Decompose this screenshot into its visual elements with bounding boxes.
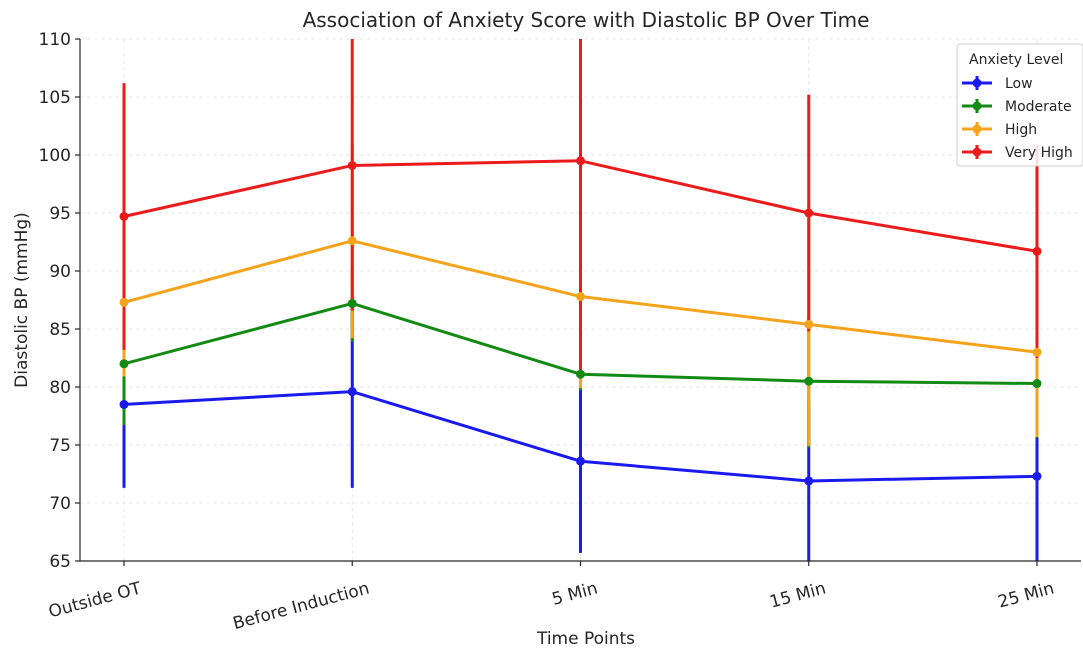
legend-marker-moderate [972, 101, 982, 111]
data-point-low [119, 399, 129, 409]
legend-label-very-high: Very High [1005, 145, 1073, 161]
y-tick-label: 80 [49, 378, 71, 398]
x-tick-label: 25 Min [996, 579, 1056, 613]
data-point-high [1032, 347, 1042, 357]
y-tick-label: 70 [49, 494, 71, 514]
y-tick-label: 85 [49, 320, 71, 340]
legend-box [956, 43, 1083, 167]
y-axis-title: Diastolic BP (mmHg) [12, 212, 32, 388]
data-point-moderate [576, 369, 585, 379]
chart-title: Association of Anxiety Score with Diasto… [303, 8, 870, 32]
legend-marker-high [972, 124, 982, 134]
y-tick-label: 90 [49, 262, 71, 282]
data-point-very-high [347, 160, 357, 170]
x-tick-label: 15 Min [768, 579, 828, 613]
y-tick-label: 105 [39, 88, 71, 108]
data-point-low [1032, 471, 1042, 481]
legend-marker-very-high [972, 147, 982, 157]
axes [75, 38, 1081, 566]
series-points [119, 156, 1042, 486]
data-point-high [119, 297, 129, 307]
x-axis-title: Time Points [536, 629, 635, 648]
data-point-moderate [347, 298, 357, 308]
data-point-high [576, 292, 585, 302]
data-point-very-high [1032, 246, 1042, 256]
legend-label-moderate: Moderate [1005, 99, 1072, 115]
legend: Anxiety Level Low Moderate High Very High [956, 43, 1083, 167]
data-point-low [347, 387, 357, 397]
data-point-very-high [804, 208, 814, 218]
x-tick-label: Before Induction [231, 579, 372, 635]
legend-title: Anxiety Level [969, 52, 1063, 68]
y-tick-label: 110 [39, 30, 71, 50]
y-tick-label: 65 [49, 552, 71, 572]
data-point-low [804, 476, 814, 486]
data-point-moderate [119, 359, 129, 369]
data-point-very-high [576, 156, 585, 166]
y-tick-label: 75 [49, 436, 71, 456]
data-point-low [576, 456, 585, 466]
y-tick-labels: 65 70 75 80 85 90 95 100 105 110 [39, 30, 71, 572]
x-tick-label: Outside OT [47, 578, 144, 622]
legend-label-high: High [1005, 122, 1037, 138]
y-tick-label: 95 [49, 204, 71, 224]
data-point-moderate [1032, 379, 1042, 389]
y-tick-label: 100 [39, 146, 71, 166]
legend-label-low: Low [1005, 76, 1033, 92]
data-point-moderate [804, 376, 814, 386]
data-point-very-high [119, 211, 129, 221]
x-tick-label: 5 Min [550, 579, 600, 610]
x-tick-labels: Outside OT Before Induction 5 Min 15 Min 25 … [47, 578, 1057, 634]
data-point-high [347, 236, 357, 246]
legend-marker-low [972, 78, 982, 88]
data-point-high [804, 319, 814, 329]
